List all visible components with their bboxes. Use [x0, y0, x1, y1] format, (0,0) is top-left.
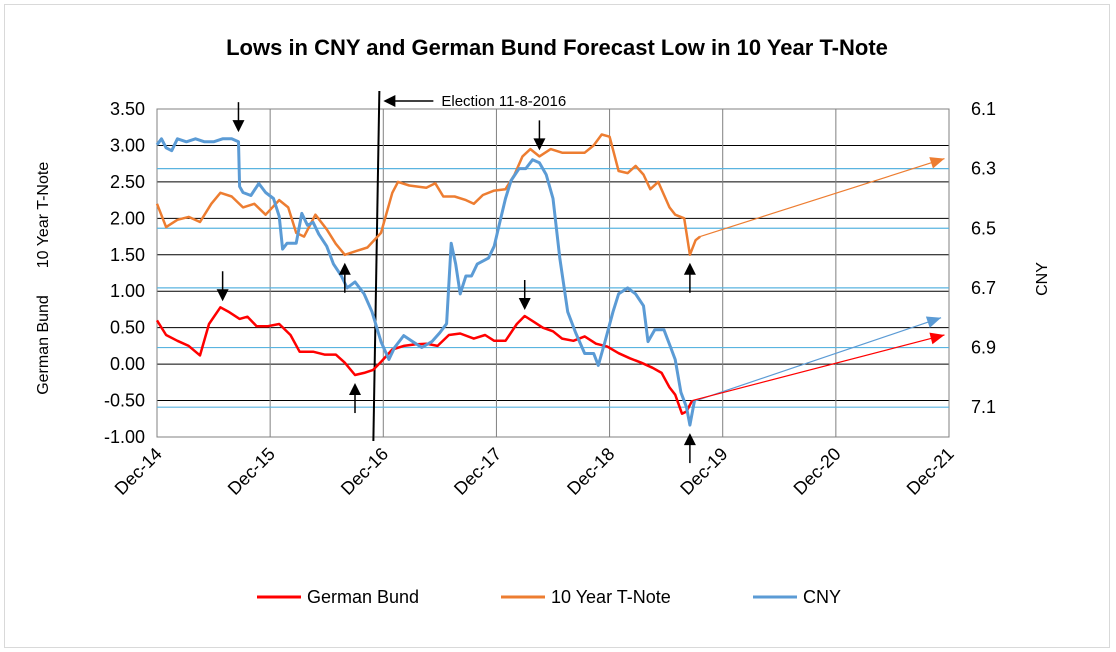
x-tick-label: Dec-20 — [790, 444, 845, 499]
plot-border — [156, 108, 950, 438]
y-left-tick-label: 3.00 — [110, 135, 145, 155]
y-left-tick-label: 0.50 — [110, 318, 145, 338]
y-right-tick-label: 6.3 — [971, 159, 996, 179]
forecast-arrow-head-german-bund — [929, 332, 945, 345]
x-tick-label: Dec-14 — [111, 444, 166, 499]
y-left-label-bottom: German Bund — [35, 295, 52, 395]
y-left-tick-label: 1.50 — [110, 245, 145, 265]
x-tick-label: Dec-18 — [563, 444, 618, 499]
x-tick-label: Dec-17 — [450, 444, 505, 499]
y-left-label-top: 10 Year T-Note — [35, 162, 52, 269]
legend-label-10-year-t-note: 10 Year T-Note — [551, 587, 671, 607]
y-left-tick-label: 3.50 — [110, 99, 145, 119]
legend-label-cny: CNY — [803, 587, 841, 607]
turning-arrow-head-0 — [232, 120, 245, 133]
forecast-arrow-head-cny — [925, 316, 942, 328]
y-right-tick-label: 6.7 — [971, 278, 996, 298]
chart-frame: Lows in CNY and German Bund Forecast Low… — [4, 4, 1110, 648]
legend-label-german-bund: German Bund — [307, 587, 419, 607]
turning-arrow-head-7 — [683, 433, 696, 446]
y-left-tick-label: 2.50 — [110, 172, 145, 192]
turning-arrow-head-4 — [518, 298, 531, 311]
series-line-cny — [155, 137, 696, 427]
chart: Lows in CNY and German Bund Forecast Low… — [35, 35, 1051, 607]
y-right-label: CNY — [1034, 262, 1051, 296]
forecast-line-german-bund — [692, 334, 945, 402]
y-right-tick-label: 6.5 — [971, 218, 996, 238]
y-right-tick-label: 7.1 — [971, 397, 996, 417]
turning-arrow-head-2 — [338, 262, 351, 275]
y-left-tick-label: -0.50 — [104, 391, 145, 411]
x-tick-label: Dec-19 — [676, 444, 731, 499]
turning-arrow-head-1 — [216, 289, 229, 302]
election-annotation: Election 11-8-2016 — [441, 93, 566, 110]
chart-title: Lows in CNY and German Bund Forecast Low… — [226, 35, 888, 60]
y-right-tick-label: 6.9 — [971, 338, 996, 358]
turning-arrow-head-5 — [533, 138, 546, 151]
election-arrow-head — [383, 95, 396, 107]
series-line-german-bund — [155, 306, 694, 415]
y-left-tick-label: -1.00 — [104, 427, 145, 447]
y-left-tick-label: 1.00 — [110, 281, 145, 301]
legend: German Bund 10 Year T-Note CNY — [257, 587, 841, 607]
forecast-line-cny — [694, 317, 942, 402]
y-left-tick-label: 2.00 — [110, 208, 145, 228]
forecast-arrow-head-10-year-t-note — [929, 157, 945, 169]
series-line-10-year-t-note — [155, 133, 701, 257]
turning-arrow-head-6 — [683, 262, 696, 275]
election-line — [372, 90, 381, 442]
forecast-line-10-year-t-note — [699, 157, 945, 238]
y-right-tick-label: 6.1 — [971, 99, 996, 119]
x-tick-label: Dec-16 — [337, 444, 392, 499]
x-tick-label: Dec-15 — [224, 444, 279, 499]
x-tick-label: Dec-21 — [903, 444, 958, 499]
turning-arrow-head-3 — [349, 383, 361, 396]
y-left-tick-label: 0.00 — [110, 354, 145, 374]
plot-area: 3.50 3.00 2.50 2.00 1.50 1.00 0.50 0.00 -0.50 -1.… — [104, 90, 996, 499]
